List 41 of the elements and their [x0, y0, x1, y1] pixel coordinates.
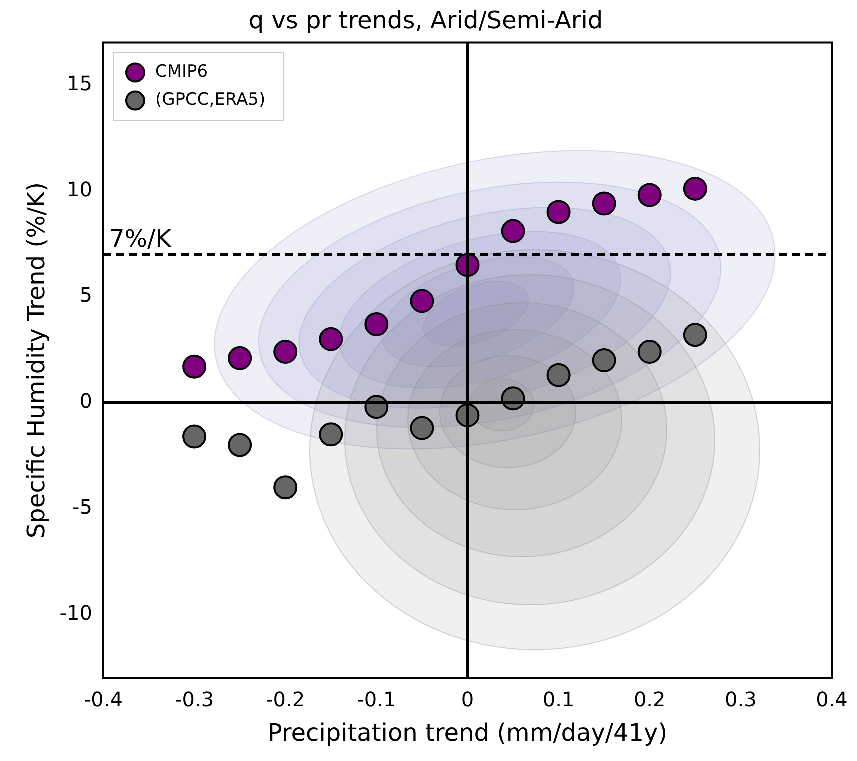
y-tick-label: 10 — [67, 177, 92, 202]
x-axis-title: Precipitation trend (mm/day/41y) — [268, 718, 668, 747]
x-tick-label: 0.1 — [542, 687, 575, 712]
y-tick-label: 15 — [67, 71, 92, 96]
x-tick-label: 0.2 — [634, 687, 666, 712]
y-tick-label: 5 — [80, 283, 92, 308]
x-tick-label: 0 — [461, 687, 474, 712]
y-tick-label: -5 — [72, 494, 92, 519]
point — [410, 416, 434, 440]
point — [319, 422, 344, 447]
x-tick-label: 0.4 — [816, 687, 848, 712]
point — [501, 219, 526, 244]
point — [228, 433, 252, 458]
x-tick-label: -0.3 — [175, 687, 214, 712]
x-tick-label: -0.1 — [357, 687, 396, 712]
x-tick-label: -0.2 — [266, 687, 306, 712]
y-tick-label: 0 — [80, 389, 92, 414]
point — [274, 476, 298, 500]
point — [274, 340, 298, 364]
point — [638, 183, 662, 208]
x-tick-label: 0.3 — [725, 687, 757, 712]
point — [592, 192, 616, 216]
point — [638, 340, 662, 364]
legend-label: (GPCC,ERA5) — [155, 90, 266, 110]
y-axis-title: Specific Humidity Trend (%/K) — [22, 182, 51, 539]
point — [546, 363, 571, 388]
point — [364, 312, 389, 336]
point — [592, 348, 616, 372]
ref-line-label: 7%/K — [109, 224, 173, 253]
point — [546, 200, 571, 224]
point — [683, 323, 708, 348]
point — [182, 354, 207, 379]
chart-title: q vs pr trends, Arid/Semi-Arid — [248, 6, 604, 35]
x-tick-label: -0.4 — [84, 687, 123, 712]
legend-label: CMIP6 — [155, 62, 208, 82]
point — [182, 424, 207, 449]
point — [228, 346, 252, 370]
point — [319, 327, 344, 352]
point — [683, 176, 708, 201]
point — [410, 289, 434, 314]
y-tick-label: -10 — [60, 600, 92, 625]
